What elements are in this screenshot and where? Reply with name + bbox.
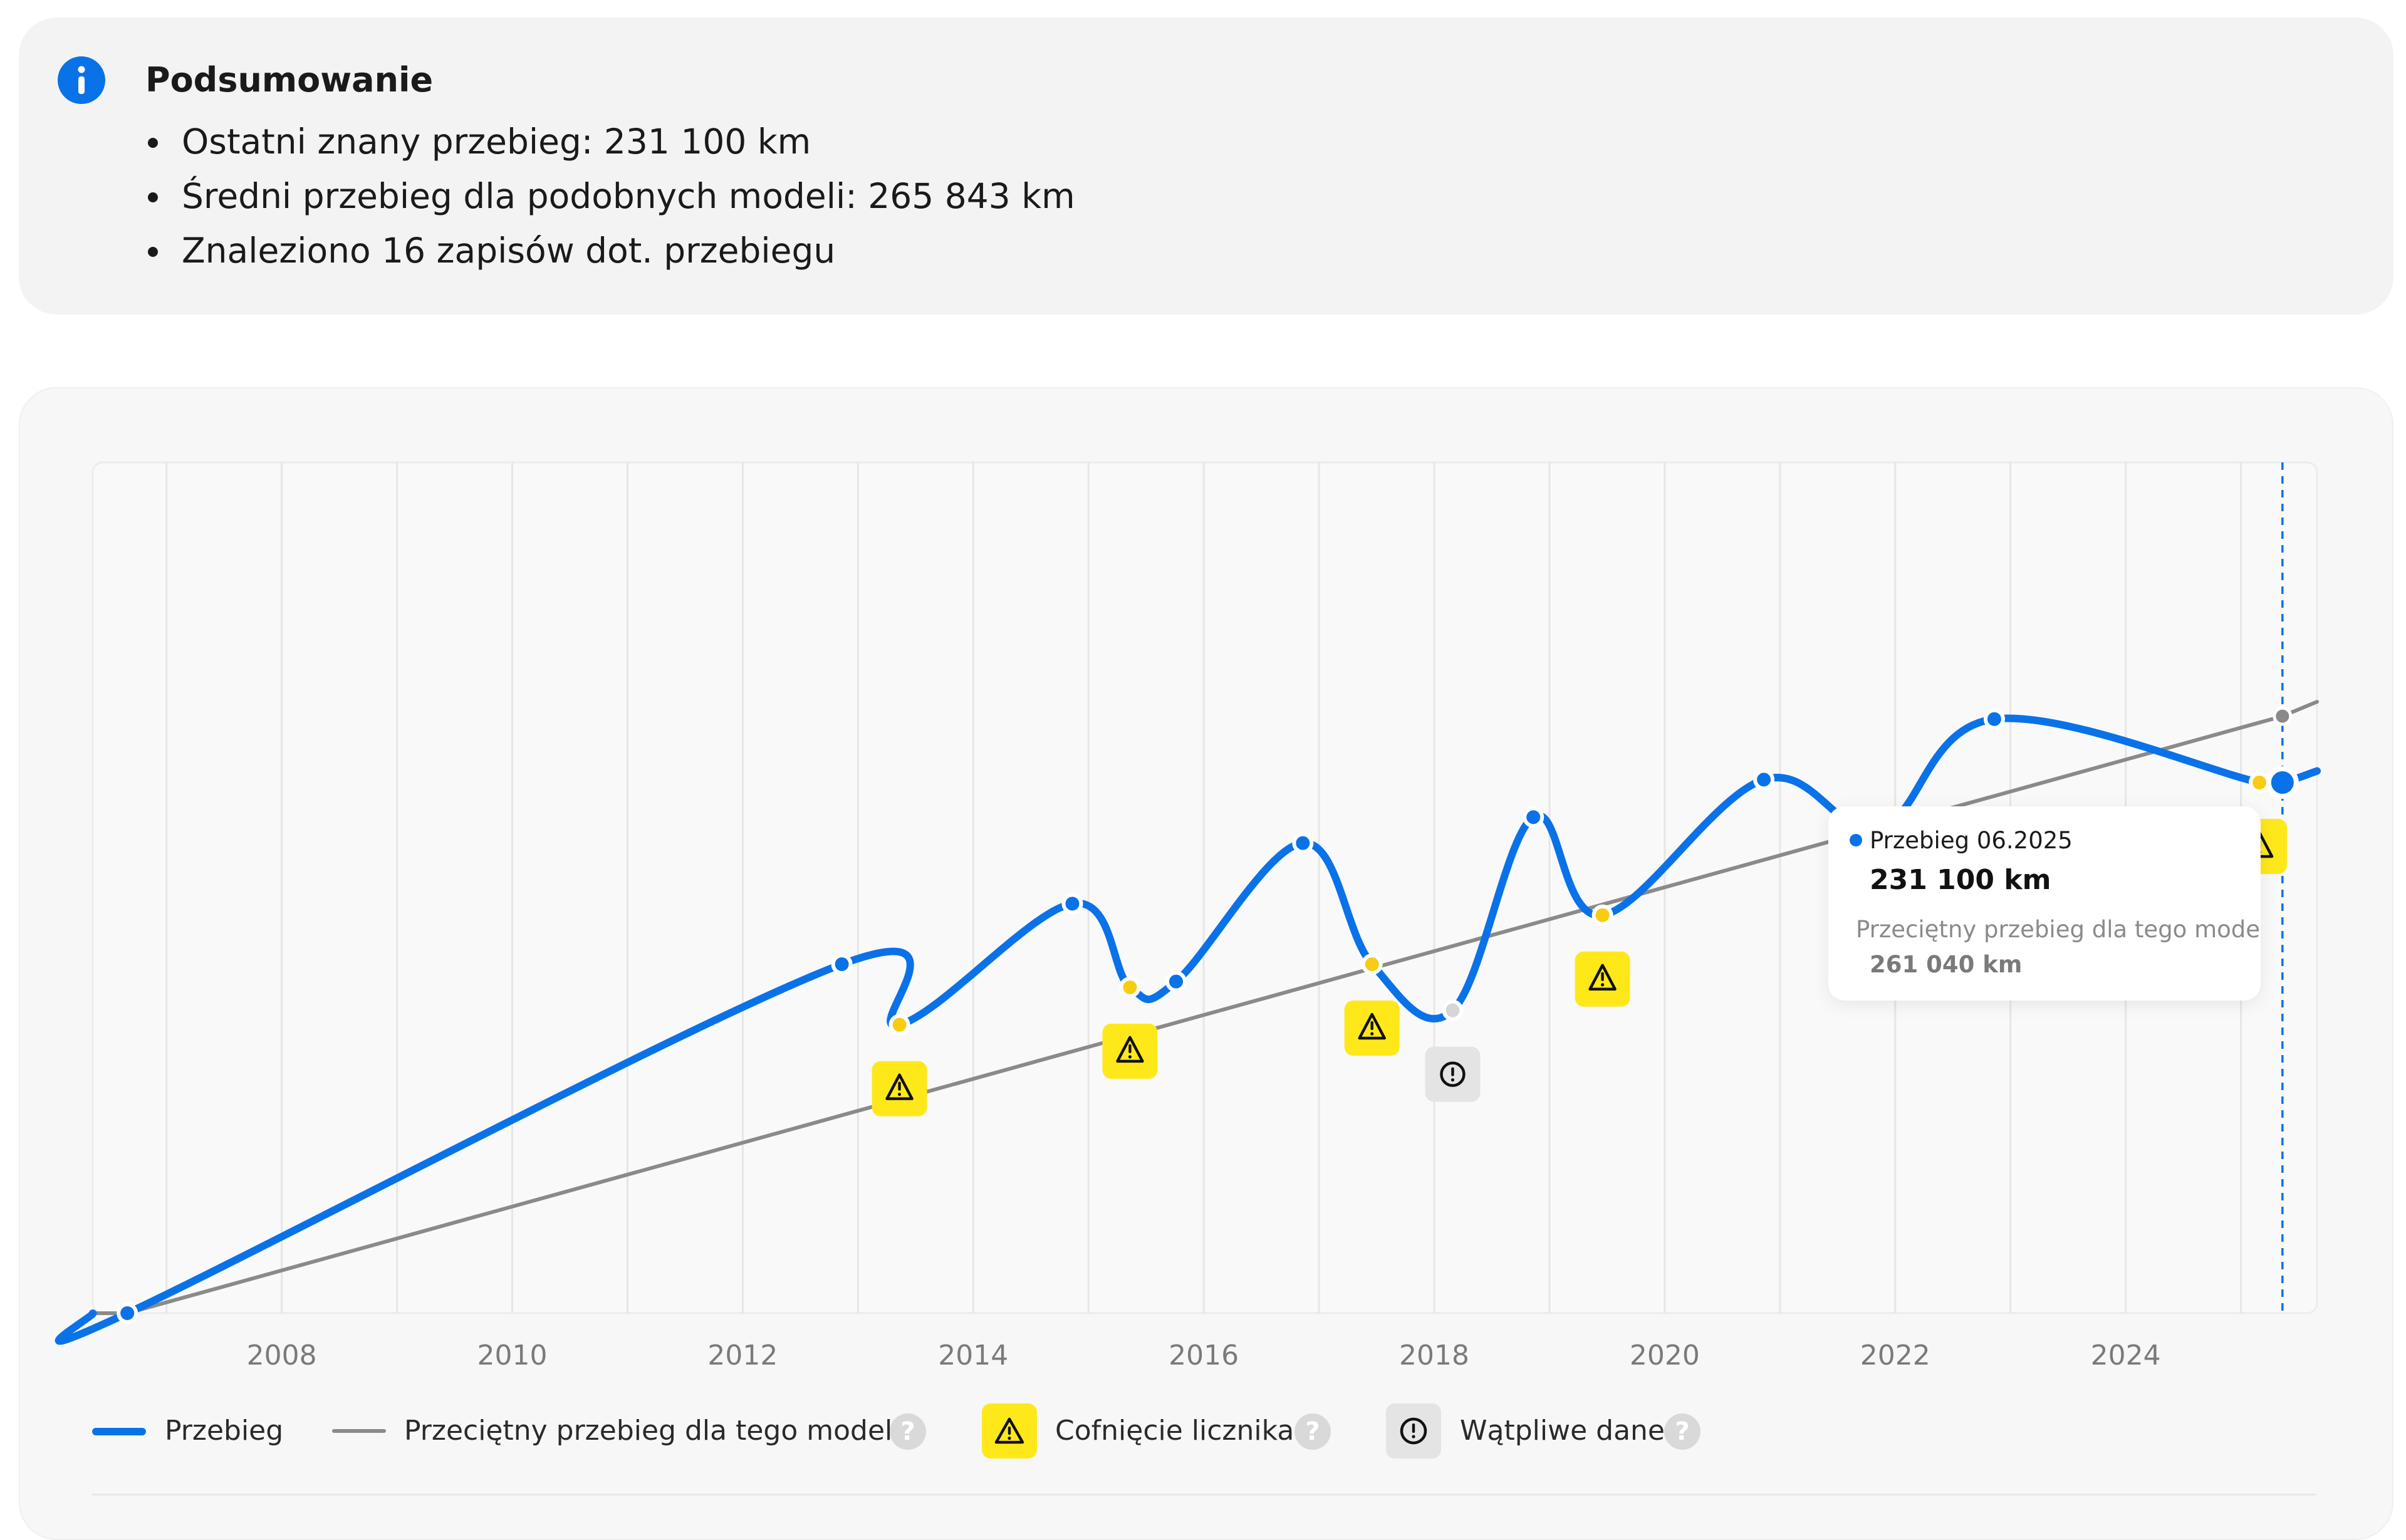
legend-label-doubtful: Wątpliwe dane: [1460, 1415, 1665, 1447]
warning-icon: [994, 1417, 1024, 1444]
warning-icon: [1116, 1036, 1144, 1063]
data-point: [1983, 708, 2005, 730]
rollback-badge: [1102, 1023, 1158, 1079]
warning-icon-bar: [1128, 1044, 1132, 1053]
exclamation-icon-bar: [1451, 1067, 1454, 1076]
rollback-point: [888, 1014, 910, 1036]
data-point: [831, 953, 853, 975]
legend-swatch-average: [332, 1429, 386, 1433]
summary-item-records-count: Znaleziono 16 zapisów dot. przebiegu: [145, 224, 1075, 278]
help-icon-average[interactable]: ?: [890, 1413, 926, 1450]
x-tick-label: 2016: [1169, 1340, 1239, 1371]
legend-swatch-rollback: [982, 1403, 1037, 1459]
average-point: [2273, 706, 2293, 726]
legend-swatch-mileage: [92, 1428, 146, 1435]
help-icon-rollback[interactable]: ?: [1294, 1413, 1331, 1450]
legend-label-average: Przeciętny przebieg dla tego modelu: [404, 1415, 910, 1447]
rollback-badge: [1344, 1000, 1400, 1056]
average-series-line: [91, 700, 2319, 1315]
warning-icon-bar: [898, 1081, 901, 1091]
rollback-badge: [1575, 951, 1630, 1007]
mileage-series-line: [55, 714, 2321, 1345]
data-point: [117, 1303, 138, 1324]
tooltip-value: 231 100 km: [1870, 864, 2051, 896]
legend-label-rollback: Cofnięcie licznika: [1055, 1415, 1294, 1447]
selected-point: [2266, 766, 2299, 799]
x-tick-label: 2024: [2091, 1340, 2161, 1371]
data-point: [1753, 769, 1775, 791]
legend-label-mileage: Przebieg: [165, 1415, 284, 1447]
tooltip-series-dot: [1850, 834, 1862, 846]
summary-item-average-mileage: Średni przebieg dla podobnych modeli: 26…: [145, 169, 1075, 224]
warning-icon-bar: [1370, 1021, 1373, 1030]
doubtful-badge: [1425, 1046, 1481, 1102]
summary-list: Ostatni znany przebieg: 231 100 km Średn…: [145, 115, 1075, 278]
rollback-badge: [872, 1061, 927, 1116]
x-tick-label: 2018: [1399, 1340, 1469, 1371]
data-point: [1523, 806, 1544, 828]
warning-icon: [1358, 1012, 1386, 1040]
warning-icon-bar: [1601, 972, 1604, 981]
warning-icon-dot: [897, 1093, 902, 1096]
summary-item-last-mileage: Ostatni znany przebieg: 231 100 km: [145, 115, 1075, 169]
exclamation-icon-dot: [1450, 1078, 1455, 1082]
x-tick-label: 2022: [1860, 1340, 1930, 1371]
legend-swatch-doubtful: [1386, 1403, 1441, 1459]
exclamation-circle-icon: [1440, 1061, 1466, 1087]
warning-icon: [885, 1073, 914, 1100]
warning-icon: [1588, 964, 1617, 991]
data-point: [1061, 893, 1083, 915]
x-tick-label: 2020: [1630, 1340, 1700, 1371]
x-tick-label: 2012: [707, 1340, 778, 1371]
divider: [92, 1494, 2316, 1496]
info-icon: [58, 56, 105, 104]
doubtful-point: [1442, 999, 1464, 1021]
x-tick-label: 2008: [247, 1340, 317, 1371]
warning-icon-dot: [1128, 1055, 1132, 1059]
tooltip-average-value: 261 040 km: [1870, 951, 2023, 978]
rollback-point: [2249, 771, 2271, 793]
summary-title: Podsumowanie: [145, 60, 434, 100]
rollback-point: [1591, 904, 1613, 926]
summary-panel: Podsumowanie Ostatni znany przebieg: 231…: [19, 18, 2393, 315]
tooltip-label: Przebieg 06.2025: [1870, 827, 2073, 854]
x-tick-label: 2014: [938, 1340, 1008, 1371]
tooltip-average-label: Przeciętny przebieg dla tego modelu: [1856, 916, 2261, 943]
rollback-point: [1361, 953, 1383, 975]
data-point: [1292, 832, 1314, 854]
warning-icon-dot: [1370, 1032, 1374, 1036]
rollback-point: [1119, 976, 1141, 998]
plot-area: [91, 461, 2318, 1314]
tooltip: Przebieg 06.2025 231 100 km Przeciętny p…: [1828, 806, 2261, 1001]
warning-icon-dot: [1600, 983, 1605, 987]
help-icon-doubtful[interactable]: ?: [1664, 1413, 1700, 1450]
data-point: [1165, 970, 1187, 992]
exclamation-circle-icon: [1400, 1417, 1427, 1445]
x-tick-label: 2010: [477, 1340, 548, 1371]
